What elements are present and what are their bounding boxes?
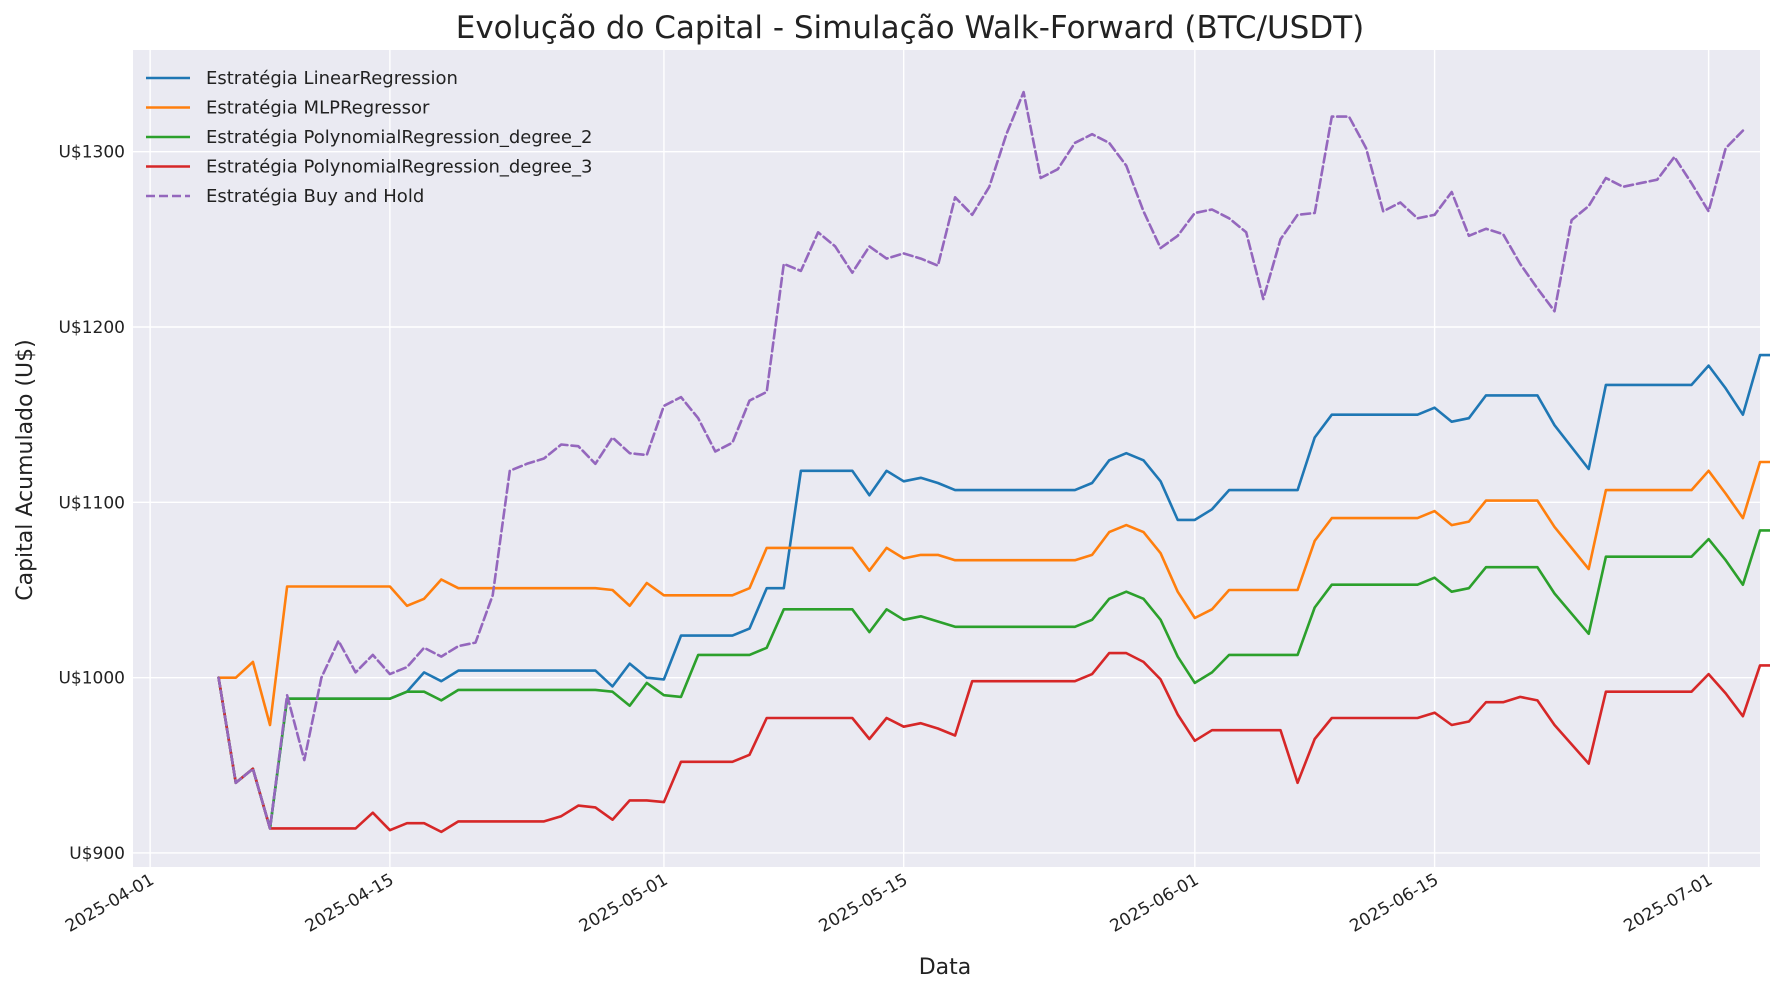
legend-entry: Estratégia PolynomialRegression_degree_2: [206, 127, 592, 148]
legend: Estratégia LinearRegression Estratégia ML…: [146, 68, 592, 207]
legend-entry: Estratégia PolynomialRegression_degree_3: [206, 157, 592, 178]
y-tick-label: U$900: [69, 844, 125, 864]
series-line: [217, 529, 1770, 830]
legend-entry: Estratégia Buy and Hold: [206, 186, 424, 207]
y-tick-label: U$1000: [58, 669, 125, 689]
y-axis-ticks: U$900 U$1000 U$1100 U$1200 U$1300: [58, 143, 125, 864]
grid: [133, 50, 1760, 867]
chart-title: Evolução do Capital - Simulação Walk-For…: [456, 10, 1365, 46]
y-axis-label: Capital Acumulado (U$): [13, 339, 38, 601]
series-line: [217, 90, 1745, 830]
y-tick-label: U$1200: [58, 318, 125, 338]
legend-entry: Estratégia MLPRegressor: [206, 98, 430, 119]
legend-entry: Estratégia LinearRegression: [206, 68, 458, 89]
series-line: [217, 460, 1770, 727]
x-axis-label: Data: [919, 955, 972, 980]
series-line: [217, 651, 1770, 834]
series-lines: [217, 90, 1770, 834]
series-line: [217, 353, 1770, 830]
y-tick-label: U$1300: [58, 143, 125, 163]
y-tick-label: U$1100: [58, 493, 125, 513]
